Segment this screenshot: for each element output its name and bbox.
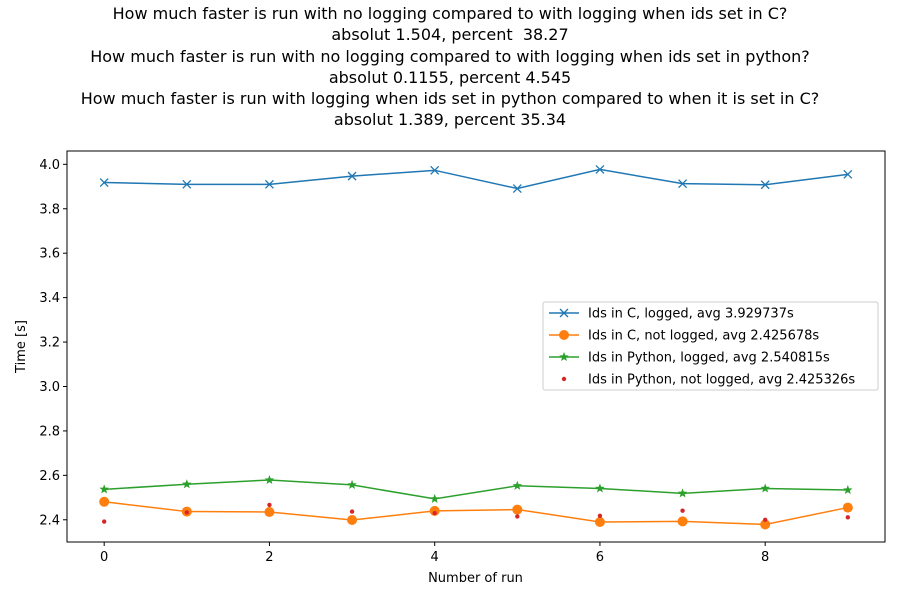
legend-label-4: Ids in Python, not logged, avg 2.425326s [588, 373, 855, 388]
chart-title: How much faster is run with no logging c… [0, 3, 900, 131]
series-1-point-7-stroke-b [678, 179, 688, 189]
series-1-line [104, 168, 848, 190]
series-2-point-0 [99, 496, 110, 507]
series-4-point-6 [597, 513, 603, 518]
series-2-point-4 [429, 505, 440, 516]
series-3-point-8 [760, 483, 770, 493]
series-2-point-7 [677, 516, 688, 527]
series-3 [99, 475, 853, 503]
y-tick-label-2: 2.8 [39, 424, 60, 439]
y-tick-label-5: 3.4 [39, 291, 60, 306]
series-1-point-9-stroke-b [843, 169, 853, 179]
legend-item-2: Ids in C, not logged, avg 2.425678s [549, 329, 819, 344]
series-4-point-1 [184, 510, 190, 515]
y-axis-label: Time [s] [14, 320, 29, 374]
x-axis-label: Number of run [428, 571, 523, 586]
y-tick-label-0: 2.4 [39, 513, 60, 528]
series-2-point-9 [842, 502, 853, 513]
series-3-point-5 [512, 480, 523, 490]
series-1-point-8-stroke-b [760, 180, 770, 190]
series-1-point-4 [430, 165, 440, 175]
y-tick-label-3: 3.0 [39, 380, 60, 395]
series-3-point-9 [843, 485, 853, 495]
chart-marks [99, 164, 853, 530]
legend-box [542, 301, 879, 391]
title-line-6: absolut 1.389, percent 35.34 [333, 110, 567, 130]
legend-marker-1-stroke-b [559, 308, 569, 318]
series-3-point-3 [347, 479, 357, 489]
series-4-point-0 [101, 519, 107, 524]
x-tick-label-8: 8 [761, 550, 769, 565]
plot-frame [66, 150, 886, 543]
series-3-point-1 [182, 479, 192, 489]
series-1-point-8 [760, 180, 770, 190]
series-1-point-6 [595, 164, 605, 174]
legend-item-3: Ids in Python, logged, avg 2.540815s [549, 351, 830, 366]
title-line-4: absolut 0.1155, percent 4.545 [328, 67, 572, 87]
series-2 [99, 496, 853, 530]
series-4-point-8 [762, 517, 768, 522]
series-1-point-1 [182, 179, 192, 189]
series-1-point-3 [347, 171, 357, 181]
y-tick-label-4: 3.2 [39, 336, 60, 351]
legend-marker-2 [559, 330, 569, 340]
series-2-point-8 [760, 519, 771, 530]
legend-label-3: Ids in Python, logged, avg 2.540815s [588, 351, 830, 366]
series-3-point-7 [677, 488, 688, 498]
title-line-3: How much faster is run with no logging c… [90, 46, 810, 66]
legend-marker-4 [561, 376, 567, 382]
series-1-point-2-stroke-b [264, 179, 274, 189]
legend-label-1: Ids in C, logged, avg 3.929737s [588, 307, 794, 322]
series-2-line [104, 501, 848, 526]
x-tick-label-2: 2 [265, 550, 273, 565]
series-1-point-5-stroke-b [512, 184, 522, 194]
series-3-point-6 [595, 483, 605, 493]
legend-marker-1 [559, 308, 569, 318]
x-tick-label-0: 0 [100, 550, 108, 565]
series-4-point-2 [267, 502, 272, 508]
y-tick-label-7: 3.8 [39, 202, 60, 217]
y-tick-label-1: 2.6 [39, 469, 60, 484]
legend-item-4: Ids in Python, not logged, avg 2.425326s [561, 373, 855, 388]
series-3-point-2 [264, 475, 275, 485]
series-2-point-5 [512, 504, 523, 515]
series-2-point-3 [347, 515, 358, 526]
series-1-point-6-stroke-b [595, 164, 605, 174]
title-line-5: How much faster is run with logging when… [80, 89, 820, 109]
x-tick-label-4: 4 [431, 550, 439, 565]
series-4-point-5 [515, 514, 520, 519]
series-1-point-1-stroke-b [182, 179, 192, 189]
series-1-point-2 [264, 179, 274, 189]
series-3-point-4 [429, 493, 440, 503]
title-line-2: absolut 1.504, percent 38.27 [331, 25, 569, 45]
series-1-point-7 [678, 179, 688, 189]
series-4-point-4 [432, 510, 437, 516]
chart-axes: 0 2 4 6 8 2.4 2.6 2.8 3.0 3.2 3.4 3.6 3.8 4.0 [39, 158, 769, 565]
series-3-line [104, 479, 848, 500]
series-1 [99, 164, 853, 194]
series-1-point-4-stroke-b [430, 165, 440, 175]
series-2-point-2 [264, 507, 275, 518]
series-1-point-0-stroke-b [99, 178, 109, 188]
series-3-point-0 [99, 484, 109, 494]
legend-label-2: Ids in C, not logged, avg 2.425678s [588, 329, 819, 344]
series-1-point-3-stroke-b [347, 171, 357, 181]
series-2-point-6 [594, 517, 605, 528]
legend: Ids in C, logged, avg 3.929737s Ids in C,… [542, 301, 879, 391]
series-1-point-0 [99, 178, 109, 188]
title-line-1: How much faster is run with no logging c… [112, 4, 788, 23]
legend-item-1: Ids in C, logged, avg 3.929737s [549, 307, 794, 322]
series-4-point-7 [680, 508, 685, 513]
series-1-point-9 [843, 169, 853, 179]
y-tick-label-8: 4.0 [39, 158, 60, 173]
series-1-point-5 [512, 184, 522, 194]
series-4 [101, 502, 851, 524]
series-4-point-9 [845, 515, 851, 520]
x-tick-label-6: 6 [596, 550, 604, 565]
y-tick-label-6: 3.6 [39, 247, 60, 262]
series-4-point-3 [349, 509, 355, 514]
legend-marker-3 [559, 352, 569, 362]
